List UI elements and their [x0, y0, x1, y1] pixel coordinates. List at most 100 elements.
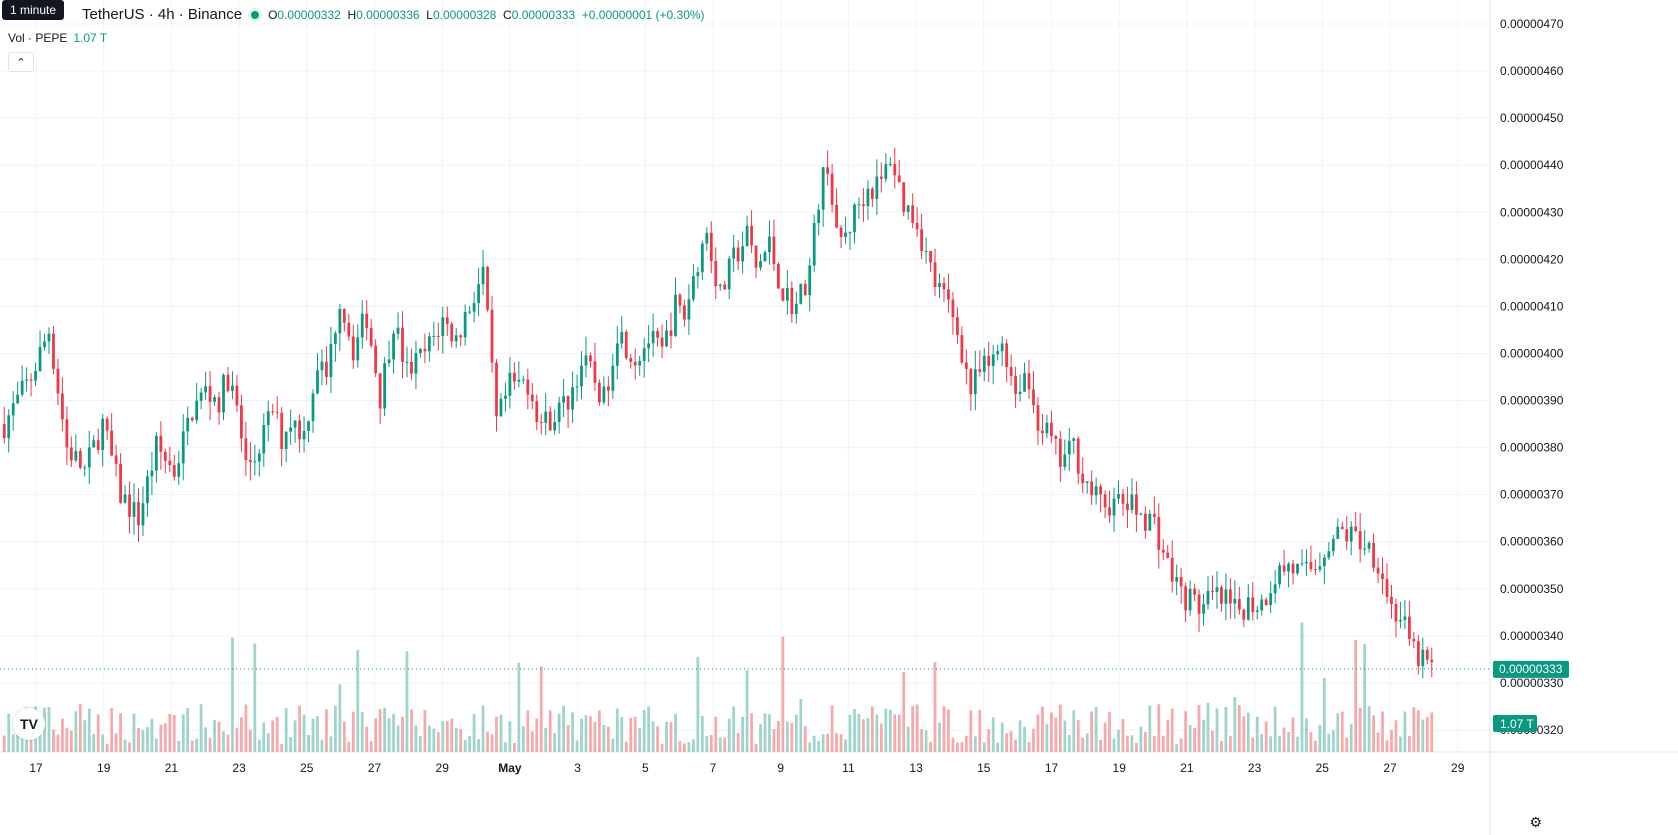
- candle-body: [1408, 616, 1411, 639]
- volume-bar: [1170, 708, 1174, 752]
- volume-bar: [1018, 720, 1022, 752]
- candle-body: [271, 411, 275, 413]
- candle-body: [244, 438, 248, 460]
- volume-bar: [1403, 711, 1407, 752]
- candle-body: [123, 494, 127, 503]
- candle-body: [1139, 513, 1143, 515]
- volume-bar: [593, 721, 597, 752]
- candle-body: [584, 355, 588, 366]
- volume-bar: [1425, 717, 1429, 752]
- candle-body: [1354, 526, 1358, 532]
- x-tick-label: 13: [909, 761, 923, 775]
- chevron-up-icon: ⌃: [16, 56, 26, 69]
- volume-bar: [405, 651, 409, 752]
- candle-body: [92, 440, 96, 448]
- candle-body: [535, 401, 539, 422]
- candle-body: [705, 232, 709, 244]
- candle-body: [459, 335, 463, 338]
- candle-body: [629, 358, 633, 362]
- volume-bar: [320, 739, 324, 752]
- volume-bar: [714, 716, 718, 752]
- candle-body: [204, 386, 207, 393]
- candle-body: [38, 346, 42, 371]
- volume-bar: [768, 714, 771, 752]
- candle-body: [445, 317, 449, 324]
- volume-bar: [52, 729, 55, 752]
- volume-bar: [575, 740, 579, 752]
- candle-body: [1296, 563, 1299, 574]
- volume-bar: [991, 717, 995, 752]
- volume-bar: [732, 706, 736, 752]
- volume-bar: [360, 711, 364, 752]
- volume-value: 1.07 T: [73, 31, 108, 45]
- volume-bar: [146, 727, 149, 752]
- open-label: O: [268, 7, 278, 22]
- candle-body: [700, 243, 704, 273]
- volume-bar: [835, 733, 838, 752]
- volume-bar: [853, 709, 856, 752]
- volume-bar: [1340, 711, 1344, 752]
- volume-bar: [906, 726, 910, 752]
- candle-body: [226, 374, 230, 391]
- market-status-icon[interactable]: [248, 7, 263, 22]
- symbol-title[interactable]: TetherUS · 4h · Binance: [82, 6, 243, 23]
- candle-body: [772, 236, 776, 265]
- volume-bar: [472, 713, 476, 752]
- candle-body: [736, 247, 740, 262]
- candle-body: [553, 422, 557, 431]
- candle-body: [1233, 598, 1237, 604]
- volume-bar: [1287, 731, 1290, 752]
- price-axis[interactable]: 0.000003200.000003300.000003400.00000350…: [1500, 17, 1564, 737]
- y-tick-label: 0.00000400: [1500, 346, 1564, 360]
- candle-body: [96, 440, 100, 450]
- candle-body: [137, 502, 140, 526]
- volume-bar: [454, 728, 458, 752]
- volume-bar: [208, 737, 212, 752]
- candle-body: [732, 247, 736, 259]
- candle-body: [141, 503, 145, 526]
- candle-body: [78, 451, 82, 468]
- candle-body: [1000, 343, 1004, 352]
- candle-body: [47, 333, 51, 342]
- candle-body: [1291, 563, 1295, 574]
- candle-body: [1135, 494, 1138, 515]
- candle-body: [450, 323, 454, 342]
- volume-bar: [369, 741, 373, 752]
- volume-bar: [123, 739, 127, 752]
- y-tick-label: 0.00000420: [1500, 252, 1564, 266]
- collapse-legend-button[interactable]: ⌃: [8, 52, 34, 72]
- volume-bar: [47, 707, 51, 752]
- candle-body: [960, 335, 964, 363]
- x-tick-label: 19: [97, 761, 111, 775]
- tradingview-logo-icon[interactable]: TV: [13, 708, 45, 740]
- volume-bar: [915, 704, 919, 752]
- volume-bar: [830, 705, 834, 752]
- candle-body: [307, 421, 310, 431]
- high-label: H: [347, 7, 357, 22]
- candle-body: [329, 343, 333, 377]
- candle-body: [1036, 405, 1040, 431]
- candle-body: [427, 336, 431, 352]
- gear-icon[interactable]: ⚙: [1529, 814, 1542, 830]
- candle-body: [1184, 586, 1188, 611]
- volume-bar: [741, 716, 744, 752]
- candle-body: [973, 369, 977, 395]
- candle-body: [316, 370, 319, 394]
- candle-body: [692, 276, 695, 300]
- volume-bar: [1103, 722, 1107, 752]
- candle-body: [1264, 599, 1268, 605]
- volume-bar: [1264, 721, 1268, 752]
- volume-bar: [222, 731, 225, 752]
- volume-bar: [74, 711, 78, 752]
- volume-bar: [1233, 696, 1237, 752]
- volume-bar: [1331, 730, 1335, 752]
- candle-body: [879, 176, 883, 179]
- candle-body: [665, 330, 668, 347]
- candle-body: [128, 494, 131, 517]
- time-axis[interactable]: 17 19 21 23 25 27 29 May 3 5 7 9 11 13 15 17 19 21 23 25 27 2…: [29, 761, 1464, 775]
- volume-bar: [1430, 712, 1434, 752]
- volume-bar: [1220, 740, 1223, 752]
- candle-body: [1179, 577, 1183, 587]
- x-tick-label: 15: [977, 761, 991, 775]
